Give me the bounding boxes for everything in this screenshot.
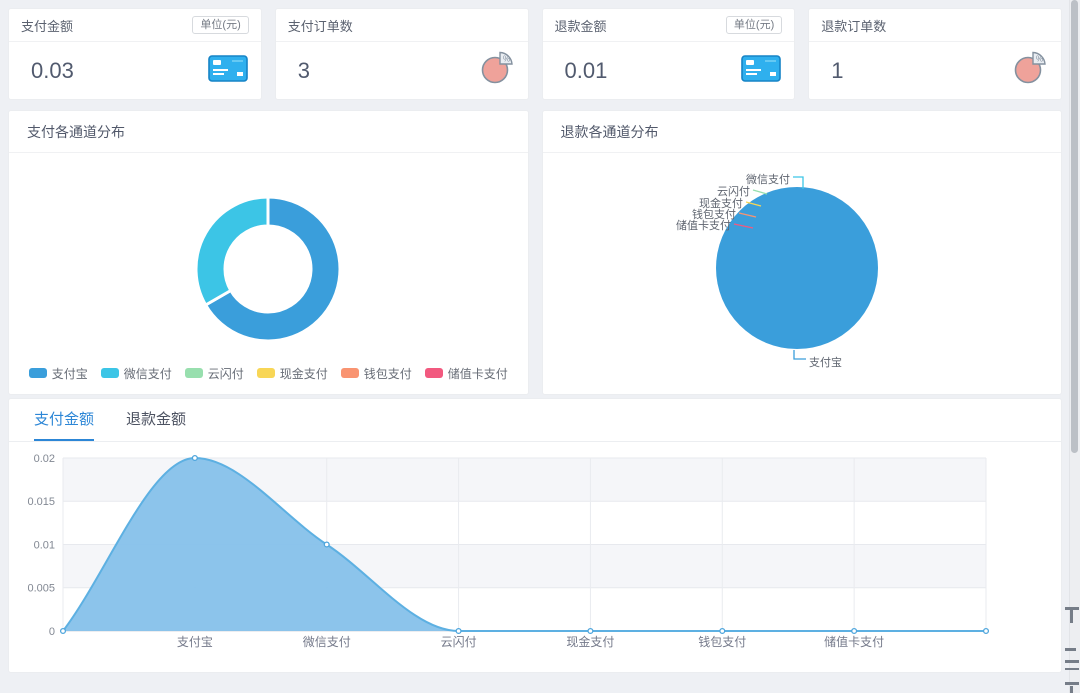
legend-swatch [256,368,275,378]
stat-value: 1 [831,57,844,83]
legend-label: 储值卡支付 [447,366,508,381]
svg-text:钱包支付: 钱包支付 [698,634,746,649]
unit-badge: 单位(元) [192,16,249,34]
legend-item[interactable]: 钱包支付 [340,365,412,382]
stat-card-title: 支付金额 [21,18,74,34]
clipped-content-fragment [1065,660,1079,663]
pie-percent-icon: % [480,50,516,91]
stat-card-title: 退款金额 [554,18,607,34]
svg-text:云闪付: 云闪付 [441,635,477,649]
stat-card-payment-amount: 支付金额 单位(元) 0.03 [8,8,262,100]
clipped-content-fragment [1070,610,1073,623]
amount-trend-panel: 支付金额 退款金额 0 0.005 0.01 0.015 0.02 支付宝 微信支付 云闪付 现… [8,398,1062,673]
legend-swatch [28,368,47,378]
svg-text:0.01: 0.01 [34,539,55,551]
tab-payment-amount[interactable]: 支付金额 [34,408,95,441]
trend-tabbar: 支付金额 退款金额 [9,399,1061,442]
legend-swatch [100,368,119,378]
scrollbar-thumb[interactable] [1071,0,1078,453]
stat-card-header: 退款订单数 [809,9,1061,42]
svg-text:0.02: 0.02 [34,453,55,465]
stat-card-title: 支付订单数 [287,18,353,34]
payment-amount-area-chart[interactable]: 0 0.005 0.01 0.015 0.02 支付宝 微信支付 云闪付 现金支付 钱包支付 储值卡… [9,442,1061,672]
legend-item[interactable]: 现金支付 [256,365,328,382]
pie-percent-icon: % [1013,50,1049,91]
dashboard-page: 支付金额 单位(元) 0.03 支付订 [8,8,1062,673]
legend-label: 云闪付 [207,366,244,381]
legend-label: 钱包支付 [363,366,412,381]
legend-item[interactable]: 云闪付 [184,365,244,382]
credit-card-icon [740,53,782,88]
panel-title-payment-channels: 支付各通道分布 [9,111,528,153]
svg-text:支付宝: 支付宝 [177,635,213,649]
svg-text:%: % [1036,55,1043,64]
svg-text:储值卡支付: 储值卡支付 [676,218,731,232]
svg-text:云闪付: 云闪付 [717,184,750,198]
svg-text:支付宝: 支付宝 [809,355,842,369]
stat-card-title: 退款订单数 [821,18,887,34]
stat-value: 0.01 [564,57,608,83]
credit-card-icon [207,53,249,88]
svg-text:现金支付: 现金支付 [566,634,614,649]
svg-text:0.015: 0.015 [27,496,55,508]
stat-card-refund-orders: 退款订单数 1 % [808,8,1062,100]
distribution-row: 支付各通道分布 支付宝 微信支付 云闪付 现金支付 钱包支付 储值卡支付 退款各通道分布 … [8,110,1062,395]
svg-text:储值卡支付: 储值卡支付 [824,634,884,649]
clipped-content-fragment [1065,607,1079,610]
legend-item[interactable]: 储值卡支付 [424,365,508,382]
stat-card-header: 支付金额 单位(元) [9,9,261,42]
svg-text:0.005: 0.005 [27,583,55,595]
legend-item[interactable]: 支付宝 [28,365,88,382]
clipped-content-fragment [1070,686,1073,693]
payment-channel-donut-chart[interactable] [9,153,527,347]
legend-swatch [184,368,203,378]
stat-card-body: 0.01 [543,42,795,99]
legend-label: 微信支付 [123,366,172,381]
svg-text:钱包支付: 钱包支付 [692,207,736,221]
legend-label: 现金支付 [279,366,328,381]
legend-label: 支付宝 [51,366,88,381]
legend-item[interactable]: 微信支付 [100,365,172,382]
legend-swatch [340,368,359,378]
svg-text:微信支付: 微信支付 [303,635,351,649]
stat-value: 3 [297,57,310,83]
clipped-content-fragment [1065,682,1079,685]
unit-badge: 单位(元) [725,16,783,34]
channel-legend: 支付宝 微信支付 云闪付 现金支付 钱包支付 储值卡支付 [9,352,528,394]
stat-cards-row: 支付金额 单位(元) 0.03 支付订 [8,8,1062,100]
clipped-content-fragment [1065,648,1076,651]
svg-text:0: 0 [49,626,55,638]
stat-card-header: 支付订单数 [275,9,528,42]
stat-card-body: 3 % [276,42,528,99]
svg-text:%: % [503,55,510,64]
clipped-content-fragment [1065,668,1079,670]
stat-card-header: 退款金额 单位(元) [542,9,795,42]
refund-channel-panel: 退款各通道分布 微信支付 云闪付 现金支付 钱包支付 储值卡支付支付宝 [541,110,1062,395]
svg-text:现金支付: 现金支付 [699,196,743,210]
legend-swatch [424,368,443,378]
stat-card-refund-amount: 退款金额 单位(元) 0.01 [541,8,796,100]
svg-text:微信支付: 微信支付 [746,172,790,186]
stat-card-body: 1 % [809,42,1061,99]
stat-card-payment-orders: 支付订单数 3 % [274,8,529,100]
tab-refund-amount[interactable]: 退款金额 [126,411,187,428]
panel-title-refund-channels: 退款各通道分布 [542,111,1061,153]
stat-card-body: 0.03 [9,42,261,99]
stat-value: 0.03 [31,57,74,83]
payment-channel-panel: 支付各通道分布 支付宝 微信支付 云闪付 现金支付 钱包支付 储值卡支付 [8,110,529,395]
